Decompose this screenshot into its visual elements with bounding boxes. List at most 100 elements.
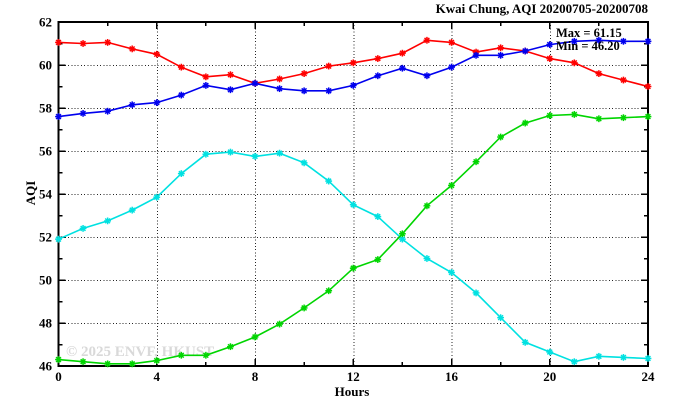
- series-blue-marker: [595, 37, 602, 44]
- series-blue-marker: [473, 52, 479, 59]
- y-tick-label: 52: [39, 230, 52, 245]
- series-blue-marker: [374, 72, 381, 79]
- x-tick-label: 4: [154, 369, 161, 384]
- series-red-marker: [350, 59, 357, 66]
- series-red-marker: [276, 76, 283, 82]
- series-cyan-marker: [645, 355, 651, 362]
- series-red-marker: [153, 51, 160, 58]
- series-red-marker: [202, 73, 209, 80]
- series-cyan-marker: [80, 225, 86, 232]
- series-red-marker: [227, 71, 234, 78]
- series-green-marker: [522, 120, 529, 126]
- series-blue-marker: [546, 41, 553, 48]
- x-tick-label: 12: [347, 369, 360, 384]
- series-green-marker: [595, 115, 602, 122]
- series-green-marker: [448, 182, 455, 189]
- min-annotation: Min = 46.20: [556, 39, 620, 53]
- series-red-marker: [595, 70, 602, 77]
- series-blue-marker: [276, 85, 283, 92]
- x-tick-label: 8: [252, 369, 259, 384]
- series-cyan-marker: [571, 358, 578, 365]
- series-blue-marker: [129, 101, 136, 108]
- series-green-marker: [620, 114, 627, 121]
- series-cyan-marker: [399, 236, 406, 243]
- series-red-marker: [645, 83, 651, 90]
- series-red-marker: [129, 45, 136, 52]
- series-green-marker: [301, 305, 308, 311]
- series-cyan-marker: [546, 349, 553, 355]
- series-red-marker: [178, 64, 185, 71]
- series-cyan-marker: [620, 354, 627, 361]
- series-red-marker: [104, 39, 111, 46]
- series-blue-marker: [178, 92, 185, 99]
- series-blue-marker: [645, 38, 651, 45]
- y-tick-label: 56: [39, 144, 53, 159]
- series-cyan-marker: [55, 236, 62, 243]
- series-blue-marker: [350, 82, 357, 89]
- series-green-marker: [80, 358, 86, 365]
- series-cyan-marker: [276, 150, 283, 157]
- series-blue-marker: [325, 87, 332, 94]
- series-green-marker: [546, 112, 553, 119]
- series-red-marker: [55, 39, 62, 46]
- series-green-marker: [129, 360, 136, 367]
- series-cyan-marker: [202, 151, 209, 158]
- y-tick-label: 48: [39, 316, 53, 331]
- series-blue-marker: [202, 82, 209, 89]
- series-green-marker: [325, 287, 332, 294]
- series-green-marker: [104, 360, 111, 367]
- series-cyan-marker: [424, 255, 430, 262]
- y-tick-label: 50: [39, 273, 52, 288]
- x-tick-label: 24: [642, 369, 656, 384]
- series-cyan-marker: [497, 314, 504, 321]
- plot-border: [57, 21, 649, 367]
- series-blue-marker: [301, 87, 308, 94]
- y-tick-label: 58: [39, 101, 53, 116]
- series-cyan-marker: [104, 217, 111, 224]
- series-red-marker: [325, 63, 332, 70]
- series-blue-marker: [153, 99, 160, 106]
- series-cyan-marker: [350, 201, 357, 208]
- series-green-marker: [276, 321, 283, 328]
- x-tick-label: 16: [445, 369, 459, 384]
- series-cyan-marker: [325, 178, 332, 185]
- series-blue-marker: [227, 86, 234, 93]
- chart-title: Kwai Chung, AQI 20200705-20200708: [435, 1, 648, 16]
- y-tick-label: 60: [39, 58, 52, 73]
- series-blue-marker: [571, 38, 578, 45]
- series-green-marker: [645, 113, 651, 120]
- series-red-marker: [497, 44, 504, 51]
- y-tick-label: 62: [39, 15, 52, 30]
- series-cyan-line: [58, 151, 649, 363]
- series-green-marker: [252, 334, 258, 340]
- series-blue-marker: [399, 65, 406, 72]
- series-blue-marker: [620, 38, 627, 45]
- series-red-marker: [301, 70, 308, 77]
- series-green-marker: [473, 158, 479, 165]
- series-red-marker: [424, 37, 430, 44]
- series-red-marker: [374, 55, 381, 62]
- series-cyan-marker: [522, 339, 529, 346]
- series-green-marker: [424, 202, 430, 209]
- series-cyan-marker: [252, 153, 258, 160]
- series-green-marker: [202, 352, 209, 359]
- series-cyan-marker: [153, 194, 160, 201]
- series-green-marker: [153, 357, 160, 364]
- series-blue-marker: [55, 113, 62, 120]
- max-min-annotation: Max = 61.15 Min = 46.20: [556, 27, 622, 53]
- series-cyan-marker: [129, 207, 136, 214]
- series-cyan-marker: [227, 149, 234, 156]
- series-green-marker: [571, 111, 578, 118]
- max-annotation: Max = 61.15: [556, 26, 622, 40]
- series-green-marker: [374, 256, 381, 263]
- series-blue-marker: [104, 108, 111, 115]
- series-red-marker: [546, 55, 553, 62]
- series-green-marker: [55, 356, 62, 363]
- series-red-marker: [399, 50, 406, 57]
- y-tick-label: 46: [39, 359, 53, 374]
- series-red-marker: [571, 59, 578, 66]
- series-blue-marker: [80, 110, 86, 117]
- series-red-marker: [80, 40, 86, 47]
